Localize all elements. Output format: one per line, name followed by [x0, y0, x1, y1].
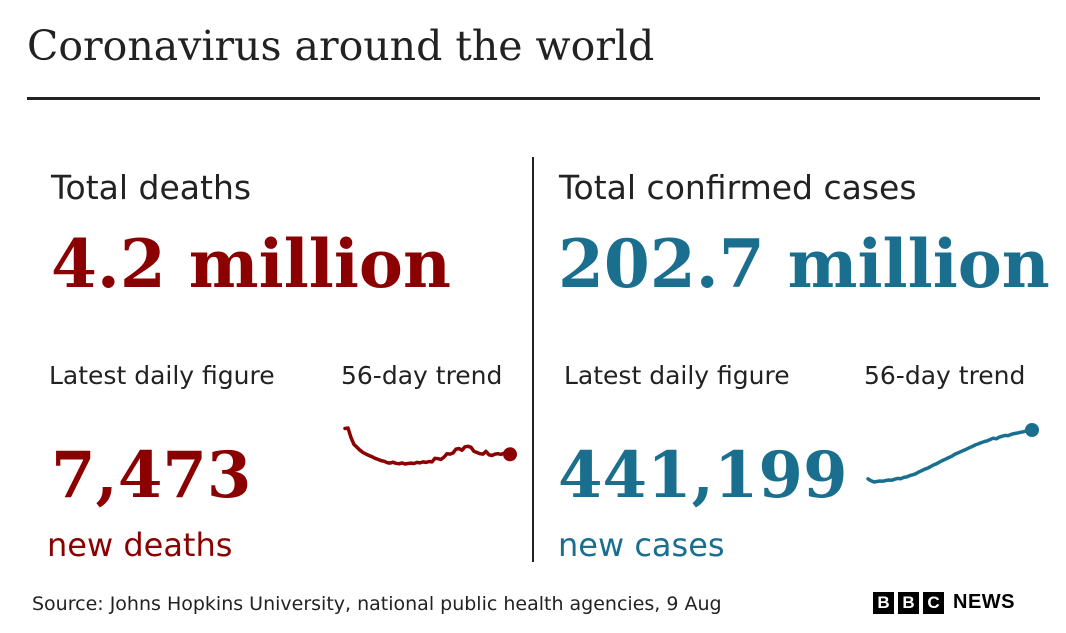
deaths-total-value: 4.2 million: [51, 225, 451, 303]
cases-trend-sparkline: [866, 423, 1039, 484]
page-title: Coronavirus around the world: [27, 22, 655, 70]
deaths-trend-label: 56-day trend: [341, 361, 503, 390]
deaths-daily-unit: new deaths: [47, 526, 233, 564]
deaths-section-title: Total deaths: [51, 168, 252, 207]
deaths-trend-sparkline: [343, 426, 517, 466]
bbc-logo-letter: B: [898, 591, 919, 614]
column-divider: [532, 157, 534, 562]
deaths-daily-value: 7,473: [51, 438, 252, 513]
source-note: Source: Johns Hopkins University, nation…: [32, 593, 722, 615]
deaths-trend-line: [343, 426, 512, 466]
header-rule: [27, 97, 1040, 100]
cases-latest-label: Latest daily figure: [564, 361, 790, 390]
cases-trend-end-point: [1025, 423, 1039, 437]
deaths-latest-label: Latest daily figure: [49, 361, 275, 390]
bbc-logo-letter: B: [873, 591, 894, 614]
cases-daily-value: 441,199: [558, 438, 848, 513]
bbc-news-logo: B B C NEWS: [873, 591, 1015, 614]
cases-section-title: Total confirmed cases: [559, 168, 917, 207]
deaths-trend-end-point: [503, 447, 517, 462]
cases-total-value: 202.7 million: [558, 225, 1050, 303]
cases-daily-unit: new cases: [558, 526, 725, 564]
news-logo-text: NEWS: [953, 591, 1015, 613]
cases-trend-label: 56-day trend: [864, 361, 1026, 390]
bbc-logo-letter: C: [923, 591, 944, 614]
cases-trend-line: [866, 428, 1034, 484]
